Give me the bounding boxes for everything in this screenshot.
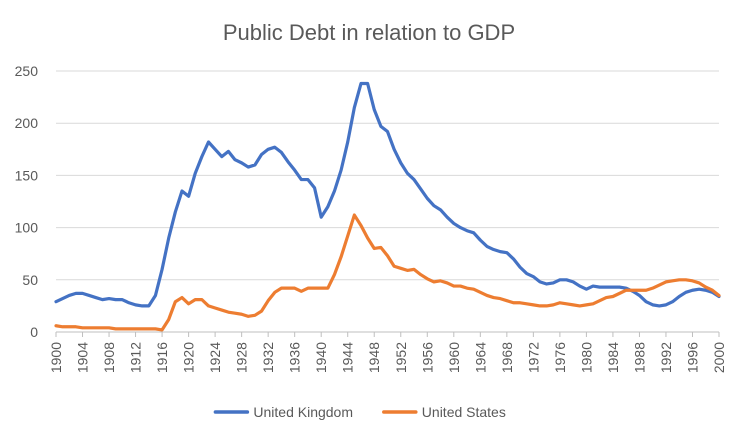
series-line-united-kingdom	[54, 81, 721, 308]
x-tick-label: 1980	[578, 342, 594, 373]
series-line-united-states	[54, 213, 721, 332]
x-tick-label: 2000	[711, 342, 727, 373]
x-tick-label: 1916	[154, 342, 170, 373]
x-tick-label: 1936	[287, 342, 303, 373]
x-tick-label: 1944	[340, 342, 356, 373]
y-tick-label: 200	[15, 115, 39, 131]
x-tick-label: 1992	[658, 342, 674, 373]
x-tick-label: 1924	[207, 342, 223, 373]
x-tick-label: 1956	[419, 342, 435, 373]
x-tick-label: 1972	[525, 342, 541, 373]
y-tick-label: 100	[15, 220, 39, 236]
x-tick-label: 1960	[446, 342, 462, 373]
legend-label-united-states: United States	[422, 404, 506, 420]
y-tick-label: 50	[22, 272, 38, 288]
x-tick-label: 1952	[393, 342, 409, 373]
x-tick-label: 1928	[234, 342, 250, 373]
x-tick-label: 1964	[472, 342, 488, 373]
y-axis: 0 50 100 150 200 250	[15, 63, 39, 340]
x-tick-label: 1912	[128, 342, 144, 373]
x-tick-label: 1968	[499, 342, 515, 373]
x-tick-label: 1940	[313, 342, 329, 373]
x-tick-label: 1908	[101, 342, 117, 373]
legend: United Kingdom United States	[213, 404, 506, 420]
x-axis: 1900 1904 1908 1912 1916 1920 1924 1928 1932 1936…	[48, 331, 727, 373]
x-tick-label: 1948	[366, 342, 382, 373]
x-tick-label: 1900	[48, 342, 64, 373]
x-tick-label: 1988	[631, 342, 647, 373]
x-tick-label: 1996	[684, 342, 700, 373]
y-tick-label: 150	[15, 167, 39, 183]
x-tick-label: 1984	[605, 342, 621, 373]
x-tick-label: 1976	[552, 342, 568, 373]
x-tick-label: 1904	[75, 342, 91, 373]
y-tick-label: 250	[15, 63, 39, 79]
legend-label-united-kingdom: United Kingdom	[253, 404, 353, 420]
series-lines	[54, 81, 721, 332]
chart-title: Public Debt in relation to GDP	[223, 20, 515, 45]
gridlines	[56, 70, 719, 281]
y-tick-label: 0	[30, 324, 38, 340]
x-tick-label: 1920	[181, 342, 197, 373]
x-tick-label: 1932	[260, 342, 276, 373]
